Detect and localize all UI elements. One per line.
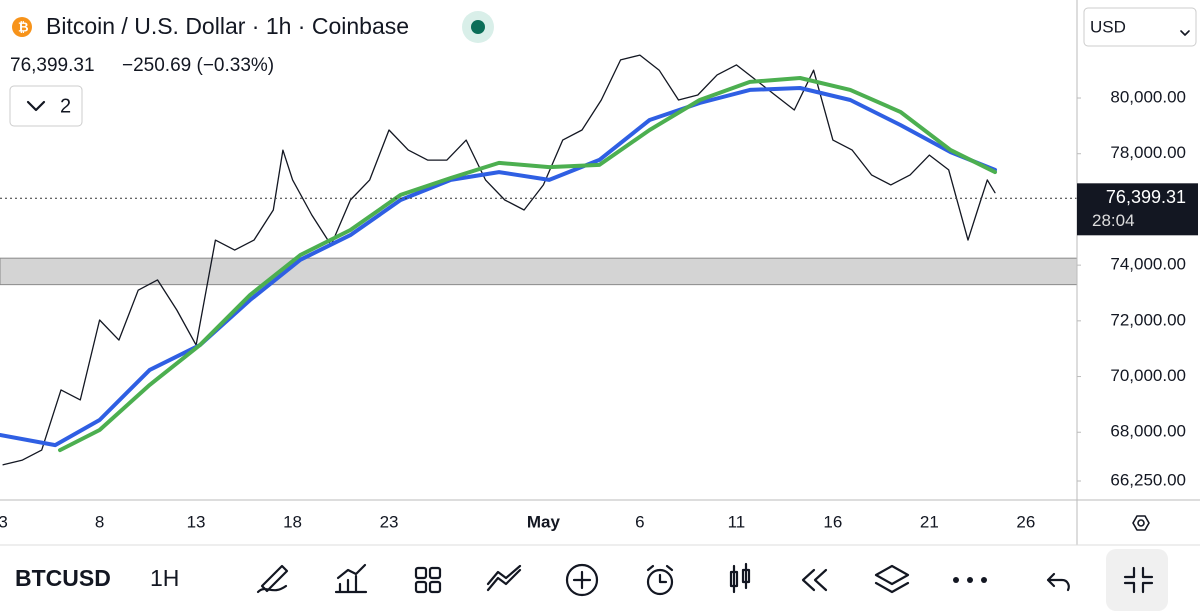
- x-tick-label: 23: [380, 512, 399, 531]
- fullscreen-bg[interactable]: [1106, 549, 1168, 611]
- alert-tool[interactable]: [646, 564, 674, 596]
- series-line: [58, 76, 997, 453]
- templates-tool[interactable]: [414, 566, 442, 594]
- toolbar: BTCUSD 1H: [15, 549, 1168, 611]
- x-tick-label: 11: [728, 512, 746, 531]
- chevron: [26, 100, 46, 112]
- exit-fullscreen[interactable]: [1123, 566, 1154, 594]
- indicators-tool[interactable]: [334, 563, 368, 594]
- chevron: [1180, 30, 1190, 36]
- series-line: [2, 54, 996, 466]
- y-tick-label: 66,250.00: [1110, 470, 1186, 489]
- x-tick-label: 13: [187, 512, 206, 531]
- compare-tool[interactable]: [486, 564, 522, 592]
- price-change: −250.69 (−0.33%): [122, 55, 274, 76]
- currency-select[interactable]: [1083, 7, 1197, 47]
- coin-glyph: ₿: [18, 19, 29, 34]
- undo-tool[interactable]: [1046, 572, 1070, 592]
- series-line: [0, 86, 997, 448]
- x-tick-label: 3: [0, 512, 8, 531]
- toolbar-symbol[interactable]: BTCUSD: [15, 565, 111, 591]
- indicator-count: 2: [60, 95, 71, 117]
- last-price: 76,399.31: [10, 55, 95, 76]
- coin-icon: [12, 17, 32, 37]
- chart-logo: [14, 449, 40, 479]
- market-status[interactable]: [471, 20, 485, 34]
- currency: USD: [1090, 17, 1126, 36]
- x-tick-label: 18: [283, 512, 302, 531]
- x-tick-label: 26: [1016, 512, 1035, 531]
- bars-tool[interactable]: [729, 562, 751, 594]
- plot-area: [0, 54, 1078, 466]
- header: ₿ Bitcoin / U.S. Dollar · 1h · Coinbase …: [9, 7, 1197, 127]
- countdown: 28:04: [1092, 211, 1135, 230]
- price-axis: 80,000.00 78,000.00 74,000.00 72,000.00 70,0…: [1077, 88, 1198, 489]
- support-zone: [0, 257, 1078, 286]
- add-tool[interactable]: [565, 563, 599, 597]
- y-tick-label: 72,000.00: [1110, 310, 1186, 329]
- replay-tool[interactable]: [801, 568, 828, 592]
- toolbar-interval[interactable]: 1H: [150, 565, 179, 591]
- layers-tool[interactable]: [874, 564, 910, 594]
- x-tick-label: 21: [920, 512, 939, 531]
- y-tick-label: 70,000.00: [1110, 366, 1186, 385]
- price-box-value: 76,399.31: [1106, 187, 1186, 207]
- indicators-toggle[interactable]: [9, 85, 83, 127]
- x-tick-label: 16: [823, 512, 842, 531]
- y-tick-label: 80,000.00: [1110, 88, 1186, 107]
- symbol-title: Bitcoin / U.S. Dollar · 1h · Coinbase: [46, 13, 409, 39]
- x-tick-label: May: [527, 512, 561, 531]
- y-tick-label: 74,000.00: [1110, 255, 1186, 274]
- more-tool[interactable]: [953, 577, 987, 583]
- x-tick-label: 8: [95, 512, 104, 531]
- x-tick-label: 6: [635, 512, 644, 531]
- y-tick-label: 78,000.00: [1110, 143, 1186, 162]
- y-tick-label: 68,000.00: [1110, 422, 1186, 441]
- draw-tool[interactable]: [256, 564, 289, 594]
- settings-dot: [1137, 519, 1145, 527]
- price-box: [1077, 183, 1198, 236]
- settings-button[interactable]: [1132, 515, 1150, 531]
